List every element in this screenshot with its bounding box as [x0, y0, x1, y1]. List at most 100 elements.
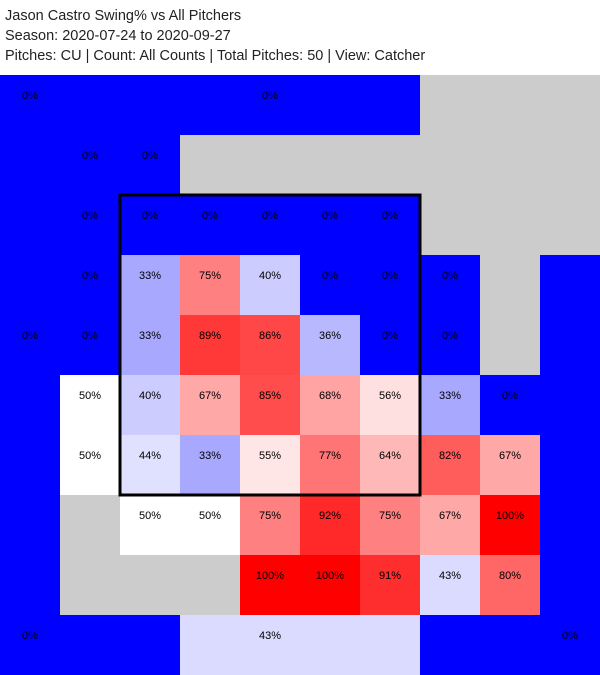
- heatmap-cell: [120, 435, 180, 495]
- cell-value-label: 91%: [379, 570, 401, 582]
- cell-value-label: 80%: [499, 570, 521, 582]
- cell-value-label: 86%: [259, 330, 281, 342]
- heatmap-cell: [180, 255, 240, 315]
- heatmap-cell: [180, 315, 240, 375]
- heatmap-block: [240, 75, 420, 135]
- heatmap-cell: [300, 315, 360, 375]
- cell-value-label: 82%: [439, 450, 461, 462]
- heatmap-cell: [300, 375, 360, 435]
- cell-value-label: 33%: [199, 450, 221, 462]
- heatmap-cell: [60, 315, 120, 375]
- heatmap-block: [420, 615, 540, 675]
- heatmap-cell: [360, 195, 420, 255]
- cell-value-label: 33%: [439, 390, 461, 402]
- heatmap-cell: [240, 375, 300, 435]
- cell-value-label: 44%: [139, 450, 161, 462]
- heatmap-cell: [420, 435, 480, 495]
- strike-zone-box: [118, 193, 422, 497]
- cell-value-label: 50%: [199, 510, 221, 522]
- cell-value-label: 55%: [259, 450, 281, 462]
- heatmap-cell: [360, 435, 420, 495]
- cell-value-label: 50%: [139, 510, 161, 522]
- heatmap-cell: [420, 555, 480, 615]
- cell-value-label: 67%: [499, 450, 521, 462]
- heatmap-cell: [480, 435, 540, 495]
- cell-value-label: 100%: [496, 510, 524, 522]
- heatmap-cell: [180, 435, 240, 495]
- cell-value-label: 100%: [256, 570, 284, 582]
- cell-value-label: 0%: [22, 90, 38, 102]
- cell-value-label: 75%: [199, 270, 221, 282]
- heatmap-cell: [360, 375, 420, 435]
- cell-value-label: 0%: [322, 210, 338, 222]
- cell-value-label: 0%: [382, 270, 398, 282]
- cell-value-label: 0%: [382, 330, 398, 342]
- heatmap-cell: [420, 495, 480, 555]
- season-range: Season: 2020-07-24 to 2020-09-27: [5, 28, 231, 44]
- heatmap-cell: [480, 495, 540, 555]
- zone-cells: 0% 0% 0% 0% 0% 0% 0% 0% 0% 33% 75% 40% 0% 0% 0% 0% 33% 89…: [60, 135, 540, 615]
- cell-value-label: 85%: [259, 390, 281, 402]
- heatmap-cell: [240, 195, 300, 255]
- heatmap-cell: [240, 435, 300, 495]
- cell-value-label: 68%: [319, 390, 341, 402]
- heatmap-cell: [240, 495, 300, 555]
- heatmap-cell: [480, 555, 540, 615]
- cell-value-label: 43%: [259, 630, 281, 642]
- cell-value-label: 0%: [82, 330, 98, 342]
- cell-value-label: 92%: [319, 510, 341, 522]
- cell-value-label: 0%: [202, 210, 218, 222]
- heatmap-cell: [300, 435, 360, 495]
- cell-value-label: 33%: [139, 270, 161, 282]
- heatmap-cell: [240, 315, 300, 375]
- heatmap-cell: [180, 495, 240, 555]
- heatmap-block: [0, 75, 240, 135]
- cell-value-label: 0%: [82, 270, 98, 282]
- heatmap-cell: [420, 315, 480, 375]
- heatmap-cell: [360, 315, 420, 375]
- heatmap-block: [540, 315, 600, 675]
- heatmap-cell: [360, 255, 420, 315]
- heatmap-cell: [360, 495, 420, 555]
- cell-value-label: 0%: [502, 390, 518, 402]
- heatmap-cell: [60, 135, 120, 195]
- cell-value-label: 0%: [382, 210, 398, 222]
- cell-value-label: 36%: [319, 330, 341, 342]
- heatmap-cell: [60, 195, 120, 255]
- heatmap-cell: [360, 555, 420, 615]
- heatmap-cell: [120, 135, 180, 195]
- cell-value-label: 75%: [259, 510, 281, 522]
- heatmap-block: [540, 255, 600, 315]
- heatmap-cell: [60, 435, 120, 495]
- heatmap-cell: [120, 375, 180, 435]
- heatmap-cell: [180, 195, 240, 255]
- heatmap-cell: [120, 315, 180, 375]
- heatmap-cell: [300, 495, 360, 555]
- cell-value-label: 0%: [262, 210, 278, 222]
- cell-value-label: 67%: [439, 510, 461, 522]
- heatmap-cell: [240, 255, 300, 315]
- pitch-filter-summary: Pitches: CU | Count: All Counts | Total …: [5, 48, 426, 64]
- cell-value-label: 0%: [442, 330, 458, 342]
- cell-value-label: 50%: [79, 390, 101, 402]
- cell-value-label: 0%: [142, 150, 158, 162]
- heatmap-cell: [420, 375, 480, 435]
- cell-value-label: 0%: [82, 150, 98, 162]
- chart-header: Jason Castro Swing% vs All Pitchers Seas…: [5, 6, 425, 66]
- heatmap-block: [180, 615, 420, 675]
- heatmap-cell: [120, 195, 180, 255]
- cell-value-label: 56%: [379, 390, 401, 402]
- cell-value-label: 0%: [262, 90, 278, 102]
- heatmap-cell: [300, 255, 360, 315]
- cell-value-label: 75%: [379, 510, 401, 522]
- cell-value-label: 43%: [439, 570, 461, 582]
- outer-zone-blocks: 0% 0% 0% 0% 0% 43%: [0, 75, 600, 675]
- heatmap-cell: [420, 255, 480, 315]
- cell-value-label: 0%: [82, 210, 98, 222]
- heatmap-cell: [300, 555, 360, 615]
- chart-title: Jason Castro Swing% vs All Pitchers: [5, 8, 242, 24]
- cell-value-label: 40%: [139, 390, 161, 402]
- cell-value-label: 0%: [22, 330, 38, 342]
- cell-value-label: 0%: [22, 630, 38, 642]
- cell-value-label: 67%: [199, 390, 221, 402]
